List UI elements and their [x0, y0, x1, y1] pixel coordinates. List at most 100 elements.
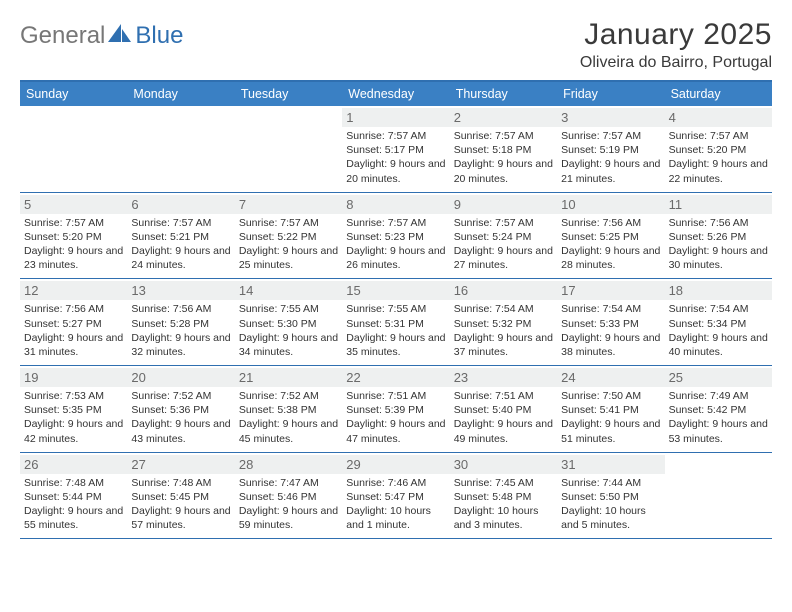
calendar-day: 18Sunrise: 7:54 AMSunset: 5:34 PMDayligh…: [665, 279, 772, 365]
calendar-day: 9Sunrise: 7:57 AMSunset: 5:24 PMDaylight…: [450, 193, 557, 279]
day-number: 14: [235, 281, 342, 300]
logo: General Blue: [20, 18, 183, 50]
calendar-week: 12 Sunrise: 7:56 AMSunset: 5:27 PMDayligh…: [20, 279, 772, 366]
calendar-day: 14 Sunrise: 7:55 AMSunset: 5:30 PMDayligh…: [235, 279, 342, 365]
day-sun-info: Sunrise: 7:56 AMSunset: 5:25 PMDaylight:…: [561, 216, 660, 273]
calendar-day: 19 Sunrise: 7:53 AMSunset: 5:35 PMDayligh…: [20, 366, 127, 452]
day-sun-info: Sunrise: 7:49 AMSunset: 5:42 PMDaylight:…: [669, 389, 768, 446]
calendar-day: 23 Sunrise: 7:51 AMSunset: 5:40 PMDayligh…: [450, 366, 557, 452]
day-sun-info: Sunrise: 7:48 AMSunset: 5:45 PMDaylight:…: [131, 476, 230, 533]
day-number: 21: [235, 368, 342, 387]
day-sun-info: Sunrise: 7:56 AMSunset: 5:28 PMDaylight:…: [131, 302, 230, 359]
calendar-day: 6 Sunrise: 7:57 AMSunset: 5:21 PMDaylight…: [127, 193, 234, 279]
location: Oliveira do Bairro, Portugal: [580, 54, 772, 72]
day-sun-info: Sunrise: 7:47 AMSunset: 5:46 PMDaylight:…: [239, 476, 338, 533]
day-number: 8: [342, 195, 449, 214]
calendar-day: 13 Sunrise: 7:56 AMSunset: 5:28 PMDayligh…: [127, 279, 234, 365]
day-number: 23: [450, 368, 557, 387]
weekday-header: Friday: [557, 82, 664, 106]
calendar-day: 4Sunrise: 7:57 AMSunset: 5:20 PMDaylight…: [665, 106, 772, 192]
calendar-day: 28 Sunrise: 7:47 AMSunset: 5:46 PMDayligh…: [235, 453, 342, 539]
day-number: 6: [127, 195, 234, 214]
calendar-day: 5Sunrise: 7:57 AMSunset: 5:20 PMDaylight…: [20, 193, 127, 279]
day-number: 17: [557, 281, 664, 300]
day-number: 29: [342, 455, 449, 474]
day-number: 9: [450, 195, 557, 214]
day-number: 1: [342, 108, 449, 127]
day-sun-info: Sunrise: 7:54 AMSunset: 5:32 PMDaylight:…: [454, 302, 553, 359]
day-sun-info: Sunrise: 7:52 AMSunset: 5:36 PMDaylight:…: [131, 389, 230, 446]
day-number: 19: [20, 368, 127, 387]
weekday-header: Wednesday: [342, 82, 449, 106]
day-sun-info: Sunrise: 7:52 AMSunset: 5:38 PMDaylight:…: [239, 389, 338, 446]
calendar-week: 26 Sunrise: 7:48 AMSunset: 5:44 PMDayligh…: [20, 453, 772, 540]
header: General Blue January 2025 Oliveira do Ba…: [20, 18, 772, 72]
page-title: January 2025: [580, 18, 772, 52]
day-number: 20: [127, 368, 234, 387]
calendar-week: 19 Sunrise: 7:53 AMSunset: 5:35 PMDayligh…: [20, 366, 772, 453]
day-number: 28: [235, 455, 342, 474]
day-number: 3: [557, 108, 664, 127]
day-number: 16: [450, 281, 557, 300]
day-sun-info: Sunrise: 7:51 AMSunset: 5:40 PMDaylight:…: [454, 389, 553, 446]
calendar-day: 26 Sunrise: 7:48 AMSunset: 5:44 PMDayligh…: [20, 453, 127, 539]
calendar-day: 2Sunrise: 7:57 AMSunset: 5:18 PMDaylight…: [450, 106, 557, 192]
day-sun-info: Sunrise: 7:57 AMSunset: 5:21 PMDaylight:…: [131, 216, 230, 273]
calendar-day: 30Sunrise: 7:45 AMSunset: 5:48 PMDayligh…: [450, 453, 557, 539]
calendar-day-empty: [235, 106, 342, 192]
calendar-day: 17 Sunrise: 7:54 AMSunset: 5:33 PMDayligh…: [557, 279, 664, 365]
day-sun-info: Sunrise: 7:44 AMSunset: 5:50 PMDaylight:…: [561, 476, 660, 533]
weekday-header: Thursday: [450, 82, 557, 106]
day-sun-info: Sunrise: 7:46 AMSunset: 5:47 PMDaylight:…: [346, 476, 445, 533]
day-sun-info: Sunrise: 7:56 AMSunset: 5:27 PMDaylight:…: [24, 302, 123, 359]
weekday-header: Sunday: [20, 82, 127, 106]
logo-word-2: Blue: [135, 22, 183, 50]
day-number: 12: [20, 281, 127, 300]
calendar-day: 7Sunrise: 7:57 AMSunset: 5:22 PMDaylight…: [235, 193, 342, 279]
calendar-day: 8 Sunrise: 7:57 AMSunset: 5:23 PMDaylight…: [342, 193, 449, 279]
calendar-day: 24 Sunrise: 7:50 AMSunset: 5:41 PMDayligh…: [557, 366, 664, 452]
calendar-day: 1Sunrise: 7:57 AMSunset: 5:17 PMDaylight…: [342, 106, 449, 192]
day-sun-info: Sunrise: 7:57 AMSunset: 5:23 PMDaylight:…: [346, 216, 445, 273]
weekday-header-row: SundayMondayTuesdayWednesdayThursdayFrid…: [20, 82, 772, 106]
calendar-week: 5Sunrise: 7:57 AMSunset: 5:20 PMDaylight…: [20, 193, 772, 280]
calendar-day-empty: [665, 453, 772, 539]
day-sun-info: Sunrise: 7:51 AMSunset: 5:39 PMDaylight:…: [346, 389, 445, 446]
calendar-day: 25Sunrise: 7:49 AMSunset: 5:42 PMDayligh…: [665, 366, 772, 452]
calendar-day: 10 Sunrise: 7:56 AMSunset: 5:25 PMDayligh…: [557, 193, 664, 279]
weekday-header: Monday: [127, 82, 234, 106]
day-sun-info: Sunrise: 7:56 AMSunset: 5:26 PMDaylight:…: [669, 216, 768, 273]
logo-word-1: General: [20, 22, 105, 50]
logo-sail-icon: [107, 22, 133, 50]
day-sun-info: Sunrise: 7:57 AMSunset: 5:18 PMDaylight:…: [454, 129, 553, 186]
day-sun-info: Sunrise: 7:57 AMSunset: 5:20 PMDaylight:…: [24, 216, 123, 273]
day-number: 11: [665, 195, 772, 214]
day-number: 24: [557, 368, 664, 387]
day-sun-info: Sunrise: 7:57 AMSunset: 5:20 PMDaylight:…: [669, 129, 768, 186]
calendar-day: 3 Sunrise: 7:57 AMSunset: 5:19 PMDaylight…: [557, 106, 664, 192]
calendar-day: 21 Sunrise: 7:52 AMSunset: 5:38 PMDayligh…: [235, 366, 342, 452]
calendar-day: 15Sunrise: 7:55 AMSunset: 5:31 PMDayligh…: [342, 279, 449, 365]
calendar-day: 16 Sunrise: 7:54 AMSunset: 5:32 PMDayligh…: [450, 279, 557, 365]
day-sun-info: Sunrise: 7:53 AMSunset: 5:35 PMDaylight:…: [24, 389, 123, 446]
day-sun-info: Sunrise: 7:55 AMSunset: 5:30 PMDaylight:…: [239, 302, 338, 359]
day-sun-info: Sunrise: 7:48 AMSunset: 5:44 PMDaylight:…: [24, 476, 123, 533]
day-number: 13: [127, 281, 234, 300]
day-sun-info: Sunrise: 7:50 AMSunset: 5:41 PMDaylight:…: [561, 389, 660, 446]
calendar: SundayMondayTuesdayWednesdayThursdayFrid…: [20, 80, 772, 539]
weekday-header: Saturday: [665, 82, 772, 106]
day-sun-info: Sunrise: 7:54 AMSunset: 5:33 PMDaylight:…: [561, 302, 660, 359]
title-block: January 2025 Oliveira do Bairro, Portuga…: [580, 18, 772, 72]
day-sun-info: Sunrise: 7:57 AMSunset: 5:22 PMDaylight:…: [239, 216, 338, 273]
day-sun-info: Sunrise: 7:54 AMSunset: 5:34 PMDaylight:…: [669, 302, 768, 359]
day-number: 27: [127, 455, 234, 474]
calendar-day: 22 Sunrise: 7:51 AMSunset: 5:39 PMDayligh…: [342, 366, 449, 452]
day-number: 26: [20, 455, 127, 474]
day-number: 22: [342, 368, 449, 387]
calendar-day: 11 Sunrise: 7:56 AMSunset: 5:26 PMDayligh…: [665, 193, 772, 279]
calendar-day: 12 Sunrise: 7:56 AMSunset: 5:27 PMDayligh…: [20, 279, 127, 365]
day-number: 15: [342, 281, 449, 300]
weekday-header: Tuesday: [235, 82, 342, 106]
day-sun-info: Sunrise: 7:57 AMSunset: 5:19 PMDaylight:…: [561, 129, 660, 186]
day-number: 10: [557, 195, 664, 214]
